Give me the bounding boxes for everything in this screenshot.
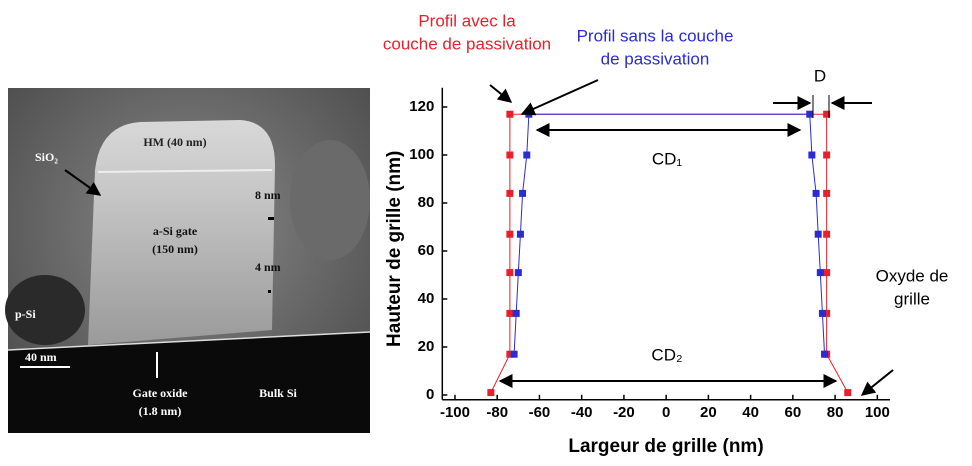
- point: [506, 189, 514, 197]
- series-line: [513, 113, 826, 355]
- point: [506, 151, 514, 159]
- image-label: Bulk Si: [259, 386, 297, 400]
- gate: [88, 120, 275, 345]
- point: [823, 110, 831, 118]
- y-tick-label: 40: [418, 290, 435, 307]
- bulk-region: [8, 332, 370, 433]
- point: [812, 189, 820, 197]
- point: [506, 230, 514, 238]
- y-tick-label: 0: [426, 386, 434, 403]
- point: [506, 350, 514, 358]
- point: [506, 309, 514, 317]
- image-label: SiO₂: [35, 150, 58, 164]
- annotation: D: [814, 66, 826, 85]
- x-tick-label: 80: [827, 404, 844, 421]
- x-tick-label: 40: [742, 404, 759, 421]
- series-label: couche de passivation: [383, 34, 551, 53]
- point: [823, 269, 831, 277]
- point: [818, 309, 826, 317]
- y-tick-label: 80: [418, 194, 435, 211]
- y-tick-label: 100: [409, 146, 434, 163]
- image-label: 8 nm: [255, 188, 281, 202]
- dark-region: [5, 275, 85, 345]
- annotation: grille: [894, 289, 930, 308]
- arrow: [489, 84, 513, 103]
- image-label: HM (40 nm): [143, 135, 206, 149]
- arrow: [520, 79, 599, 116]
- hm-boundary: [97, 169, 273, 173]
- annotation: CD₂: [651, 345, 682, 364]
- image-label: a-Si gate: [153, 224, 198, 238]
- tem-image: HM (40 nm) SiO₂ 8 nm a-Si gate (150 nm) …: [5, 88, 371, 433]
- x-tick-label: -20: [613, 404, 635, 421]
- y-tick-label: 20: [418, 338, 435, 355]
- x-tick-label: -100: [440, 404, 470, 421]
- x-tick-label: 20: [700, 404, 717, 421]
- y-tick-label: 60: [418, 242, 435, 259]
- series-label: de passivation: [601, 49, 710, 68]
- point: [823, 230, 831, 238]
- point: [844, 389, 852, 397]
- x-tick-label: -40: [571, 404, 593, 421]
- series-label: Profil sans la couche: [577, 26, 734, 45]
- point: [487, 389, 495, 397]
- x-tick-label: 60: [785, 404, 802, 421]
- x-axis-title: Largeur de grille (nm): [568, 436, 763, 457]
- point: [523, 151, 531, 159]
- image-label: (1.8 nm): [139, 404, 182, 418]
- image-label: (150 nm): [152, 242, 198, 256]
- point: [512, 309, 520, 317]
- series-label: Profil avec la: [418, 11, 516, 30]
- oxide-line: [7, 331, 371, 351]
- point: [823, 151, 831, 159]
- point: [516, 230, 524, 238]
- point: [519, 189, 527, 197]
- point: [506, 269, 514, 277]
- point: [823, 309, 831, 317]
- point: [816, 269, 824, 277]
- y-tick-label: 120: [409, 98, 434, 115]
- image-label: 4 nm: [255, 260, 281, 274]
- image-label: Gate oxide: [133, 386, 189, 400]
- point: [510, 350, 518, 358]
- x-tick-label: -80: [486, 404, 508, 421]
- x-tick-label: -60: [529, 404, 551, 421]
- arrow: [860, 369, 894, 396]
- image-label: p-Si: [15, 307, 36, 321]
- y-axis-title: Hauteur de grille (nm): [384, 151, 405, 347]
- marker: [268, 290, 271, 293]
- x-tick-label: 100: [865, 404, 890, 421]
- annotation: Oxyde de: [876, 266, 949, 285]
- arrow: [64, 169, 102, 196]
- point: [821, 350, 829, 358]
- image-label: 40 nm: [25, 350, 57, 364]
- dark-region: [290, 140, 370, 260]
- chart: 0 20 40 60 80 100 120 -100 -80 -60 -40 -20 0 20 40 60 80…: [383, 11, 949, 457]
- point: [814, 230, 822, 238]
- annotation: CD₁: [652, 149, 683, 168]
- marker: [268, 217, 274, 220]
- point: [823, 189, 831, 197]
- point: [806, 110, 814, 118]
- point: [808, 151, 816, 159]
- point: [514, 269, 522, 277]
- point: [506, 110, 514, 118]
- x-tick-label: 0: [662, 404, 670, 421]
